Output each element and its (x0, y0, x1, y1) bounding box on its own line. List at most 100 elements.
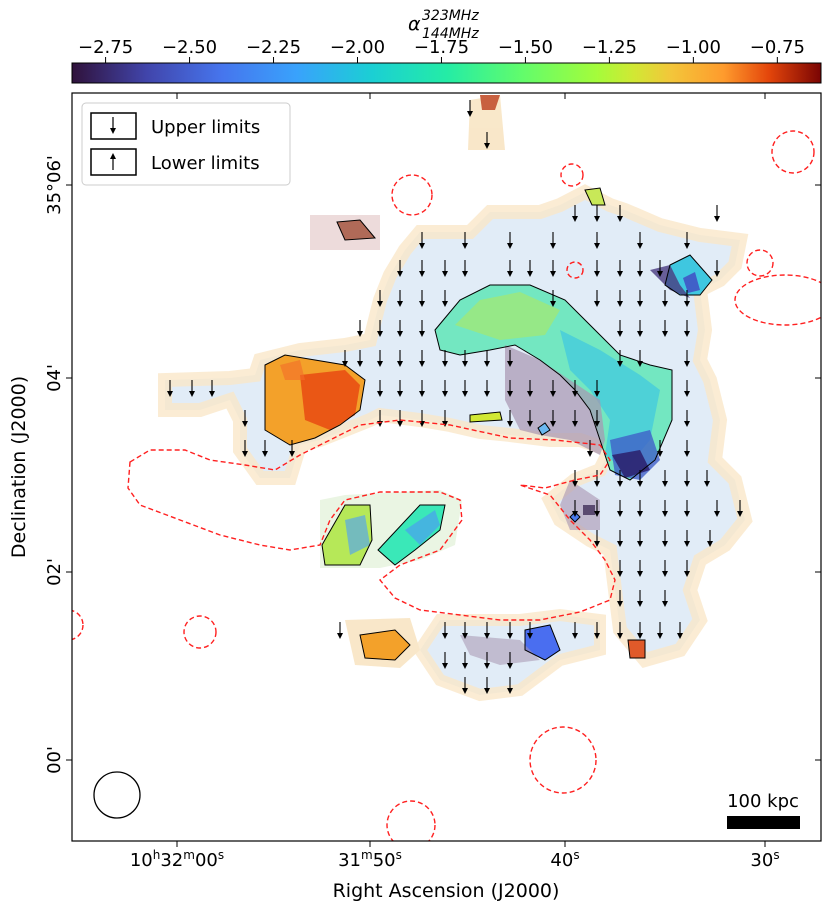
colorbar-tick-label-1: −2.50 (162, 37, 217, 58)
upper-limit-arrow (289, 440, 295, 457)
upper-limit-arrow (662, 290, 668, 307)
upper-limit-arrow (617, 205, 623, 222)
upper-limit-arrow (209, 380, 215, 397)
upper-limit-arrow (714, 260, 720, 277)
upper-limit-arrow (637, 530, 643, 547)
upper-limit-arrow (419, 232, 425, 249)
colorbar-tick-label-2: −2.25 (246, 37, 301, 58)
upper-limit-arrow (594, 232, 600, 249)
x-tick-labels: 10h32m00s 31m50s 40s 30s (130, 848, 780, 871)
upper-limit-arrow (484, 677, 490, 694)
upper-limit-arrow (662, 470, 668, 487)
colorbar-ticks: −2.75 −2.50 −2.25 −2.00 −1.75 −1.50 −1.25 −1.00… (78, 37, 805, 63)
legend-lower-label: Lower limits (151, 153, 260, 174)
y-tick-label-0: 35°06' (44, 155, 65, 215)
upper-limit-arrow (617, 320, 623, 337)
upper-limit-arrow (397, 260, 403, 277)
upper-limit-arrow (377, 350, 383, 367)
upper-limit-arrow (442, 622, 448, 639)
upper-limit-arrow (594, 470, 600, 487)
upper-limit-arrow (617, 590, 623, 607)
colorbar-tick-label-3: −2.00 (330, 37, 385, 58)
colorbar-tick-label-6: −1.25 (582, 37, 637, 58)
upper-limit-arrow (662, 560, 668, 577)
upper-limit-arrow (684, 410, 690, 427)
colorbar: −2.75 −2.50 −2.25 −2.00 −1.75 −1.50 −1.25 −1.00… (71, 8, 822, 84)
upper-limit-arrow (397, 380, 403, 397)
upper-limit-arrows (167, 100, 743, 694)
upper-limit-arrow (357, 320, 363, 337)
upper-limit-arrow (419, 260, 425, 277)
upper-limit-arrow (462, 380, 468, 397)
upper-limit-arrow (662, 320, 668, 337)
plot-area (66, 92, 822, 847)
upper-limit-arrow (442, 350, 448, 367)
upper-limit-arrow (617, 622, 623, 639)
upper-limit-arrow (617, 470, 623, 487)
upper-limit-arrow (442, 380, 448, 397)
colorbar-tick-label-7: −1.00 (666, 37, 721, 58)
upper-limit-arrow (484, 132, 490, 149)
upper-limit-arrow (594, 205, 600, 222)
upper-limit-arrow (684, 232, 690, 249)
upper-limit-arrow (684, 290, 690, 307)
beam-ellipse (93, 771, 141, 819)
upper-limit-arrow (484, 652, 490, 669)
colorbar-tick-label-8: −0.75 (750, 37, 805, 58)
upper-limit-arrow (484, 380, 490, 397)
upper-limit-arrow (550, 232, 556, 249)
upper-limit-arrow (572, 380, 578, 397)
upper-limit-arrow (684, 320, 690, 337)
upper-limit-arrow (377, 380, 383, 397)
colorbar-tick-label-4: −1.75 (414, 37, 469, 58)
upper-limit-arrow (572, 622, 578, 639)
upper-limit-arrow (507, 622, 513, 639)
upper-limit-arrow (637, 590, 643, 607)
legend-upper-swatch (90, 112, 137, 140)
upper-limit-arrow (550, 260, 556, 277)
upper-limit-arrow (550, 290, 556, 307)
upper-limit-arrow (419, 380, 425, 397)
upper-limit-arrow (657, 440, 663, 457)
upper-limit-arrow (342, 350, 348, 367)
upper-limit-arrow (637, 260, 643, 277)
x-tick-label-2: 40s (550, 848, 579, 871)
spectral-regions (265, 95, 712, 665)
y-tick-label-3: 00' (44, 746, 65, 774)
upper-limit-arrow (684, 440, 690, 457)
upper-limit-arrow (467, 100, 473, 117)
upper-limit-arrow (550, 380, 556, 397)
upper-limit-arrow (714, 205, 720, 222)
y-tick-label-2: 02' (44, 558, 65, 586)
upper-limit-arrow (484, 350, 490, 367)
upper-limit-arrow (507, 410, 513, 427)
upper-limit-arrow (684, 500, 690, 517)
upper-limit-arrow (442, 260, 448, 277)
upper-limit-arrow (167, 380, 173, 397)
upper-limit-arrow (377, 290, 383, 307)
upper-limit-arrow (572, 470, 578, 487)
upper-limit-arrow (637, 470, 643, 487)
upper-limit-arrow (594, 530, 600, 547)
upper-limit-arrow (527, 260, 533, 277)
upper-limit-arrow (507, 380, 513, 397)
upper-limit-arrow (462, 652, 468, 669)
upper-limit-arrow (617, 530, 623, 547)
upper-limit-arrow (572, 410, 578, 427)
upper-limit-arrow (507, 652, 513, 669)
upper-limit-arrow (377, 320, 383, 337)
upper-limit-arrow (397, 290, 403, 307)
upper-limit-arrow (572, 205, 578, 222)
y-axis-title: Declination (J2000) (8, 376, 30, 558)
upper-limit-arrow (419, 290, 425, 307)
axis-ticks (66, 93, 821, 847)
upper-limit-arrow (462, 260, 468, 277)
upper-limit-arrow (637, 290, 643, 307)
upper-limit-arrow (484, 622, 490, 639)
legend: Upper limits Lower limits (81, 102, 291, 186)
upper-limit-arrow (189, 380, 195, 397)
upper-limit-arrow (337, 622, 343, 639)
upper-limit-arrow (617, 350, 623, 367)
upper-limit-arrow (594, 290, 600, 307)
